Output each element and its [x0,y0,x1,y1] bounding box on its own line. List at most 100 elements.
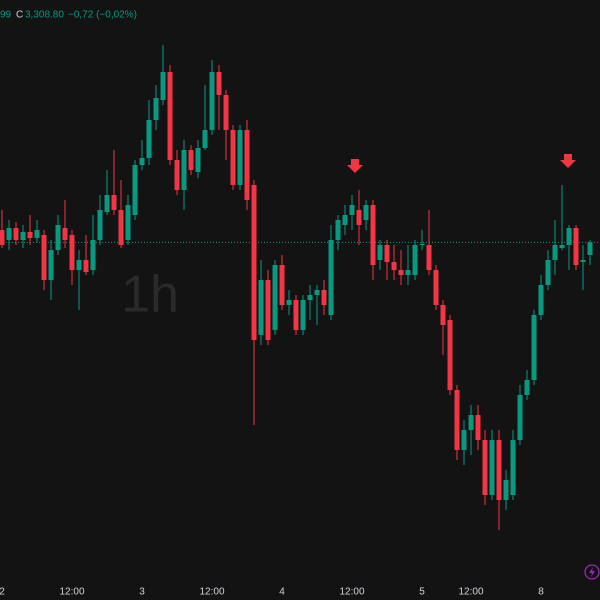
x-tick-label: 12:00 [458,587,483,598]
candle-body [384,245,390,262]
header-change: −0,72 (−0,02%) [68,10,137,21]
candle-body [321,290,327,305]
candle-body [370,205,376,265]
candle-body [307,295,313,300]
candle-body [293,300,299,330]
candle-body [342,215,348,225]
candle-body [244,130,250,200]
candle-body [118,210,124,245]
candle-body [48,250,54,280]
candle-body [90,240,96,270]
x-tick-label: 2 [0,587,5,598]
candle-body [489,440,495,495]
candle-body [251,185,257,340]
arrow [560,154,576,168]
candle-body [97,210,103,240]
arrow-markers [347,154,576,173]
candle-body [286,300,292,305]
candle-body [104,195,110,212]
x-tick-label: 4 [279,587,285,598]
candle-body [426,245,432,270]
candle-body [76,260,82,270]
candle-body [209,72,215,130]
candle-body [559,245,565,248]
candle-body [279,265,285,305]
candle-body [335,220,341,240]
arrow [347,159,363,173]
candle-body [566,228,572,245]
x-tick-label: 12:00 [199,587,224,598]
candle-body [83,260,89,272]
candle-body [363,205,369,220]
candle-body [55,225,61,250]
candle-body [391,262,397,270]
candle-body [188,150,194,170]
header-c: C [16,10,23,21]
candle-body [237,130,243,185]
candle-body [314,290,320,295]
candle-body [6,228,12,240]
candle-body [181,150,187,190]
candle-body [265,280,271,340]
watermark: 1h [121,266,179,324]
candle-body [412,245,418,275]
candle-body [272,265,278,330]
x-tick-label: 5 [419,587,425,598]
x-tick-label: 12:00 [59,587,84,598]
candle-body [573,228,579,265]
candle-body [111,195,117,210]
candle-body [580,260,586,262]
candle-body [482,440,488,495]
candle-body [475,415,481,440]
candle-body [461,430,467,450]
candle-body [258,280,264,335]
candle-body [41,235,47,280]
x-tick-label: 12:00 [339,587,364,598]
candle-body [230,130,236,185]
candle-body [545,260,551,285]
icon-bolt [589,567,595,577]
candle-body [146,120,152,158]
candle-body [517,395,523,440]
candle-body [433,270,439,305]
lightning-icon[interactable] [584,564,600,580]
candle-body [454,390,460,450]
candle-body [125,205,131,240]
candle-body [587,242,593,255]
candle-body [496,440,502,500]
header-close: 3,308.80 [25,10,64,21]
x-tick-label: 3 [139,587,145,598]
candle-body [440,305,446,325]
header-prefix: 99 [0,10,12,21]
candle-body [356,210,362,225]
candle-body [160,72,166,100]
candle-body [174,160,180,190]
candle-body [419,244,425,245]
candle-body [300,300,306,330]
candle-body [0,230,5,245]
candle-body [62,228,68,240]
candle-body [510,440,516,495]
candle-body [531,315,537,380]
candle-body [405,270,411,275]
candle-body [468,415,474,430]
candle-body [398,270,404,275]
candle-body [202,130,208,148]
candle-body [524,380,530,395]
candle-body [34,230,40,238]
candle-body [447,320,453,390]
candle-body [538,285,544,315]
candle-body [153,98,159,120]
candle-body [132,165,138,215]
candle-body [328,240,334,315]
candle-body [349,205,355,215]
candle-body [167,72,173,160]
candle-body [27,232,33,238]
candle-body [195,148,201,172]
candle-body [216,72,222,95]
candle-body [223,95,229,130]
candle-body [377,245,383,260]
